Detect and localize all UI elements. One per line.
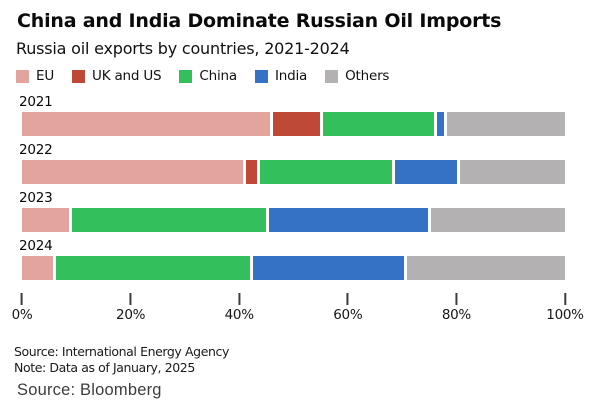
bar-segment-china-2023 [72, 208, 267, 232]
tick-mark [564, 293, 566, 305]
bar-segment-eu-2022 [22, 160, 243, 184]
tick-mark [129, 293, 132, 305]
tick-label: 20% [116, 307, 146, 323]
source-line: Source: International Energy Agency [14, 344, 229, 359]
bar-segment-china-2022 [260, 160, 393, 184]
bar-segment-india-2023 [269, 208, 428, 232]
legend-item-others: Others [325, 68, 389, 84]
note-line: Note: Data as of January, 2025 [14, 359, 195, 375]
legend-swatch-china [179, 69, 193, 83]
legend-label-china: China [199, 68, 237, 84]
x-axis-tick-80-: 80% [442, 293, 471, 323]
tick-label: 100% [546, 307, 584, 323]
x-axis-tick-60-: 60% [333, 293, 363, 323]
bar-row-label-2021: 2021 [19, 94, 53, 110]
chart-title: China and India Dominate Russian Oil Imp… [17, 10, 502, 32]
legend-swatch-uk-and-us [72, 69, 86, 83]
x-axis-tick-0-: 0% [12, 293, 33, 323]
bar-segment-india-2022 [395, 160, 458, 184]
chart-subtitle: Russia oil exports by countries, 2021-20… [16, 39, 350, 58]
tick-label: 0% [11, 307, 33, 323]
stacked-bar-2022 [22, 160, 565, 184]
stacked-bar-2021 [22, 112, 566, 136]
legend-label-uk-and-us: UK and US [92, 68, 162, 84]
bar-segment-uk-and-us-2021 [273, 112, 321, 136]
legend-label-india: India [274, 68, 308, 84]
tick-mark [346, 293, 349, 305]
legend-item-india: India [254, 68, 308, 84]
bar-segment-eu-2021 [22, 112, 271, 136]
bar-segment-eu-2023 [22, 208, 70, 232]
bar-segment-others-2023 [430, 208, 565, 232]
legend-label-others: Others [345, 68, 390, 84]
x-axis-tick-20-: 20% [116, 293, 145, 323]
tick-mark [455, 293, 458, 305]
tick-mark [238, 293, 241, 305]
bar-row-2021: 2021 [19, 94, 566, 136]
legend-swatch-others [325, 69, 339, 83]
legend-item-china: China [179, 68, 237, 84]
tick-label: 40% [224, 307, 254, 323]
bar-segment-india-2021 [436, 112, 445, 136]
bar-row-2023: 2023 [19, 190, 565, 232]
tick-label: 80% [441, 307, 471, 323]
bar-segment-uk-and-us-2022 [245, 160, 258, 184]
bar-segment-others-2024 [406, 256, 565, 280]
legend-swatch-eu [16, 69, 29, 83]
bloomberg-source-line: Source: Bloomberg [17, 381, 162, 399]
legend-swatch-india [254, 69, 268, 83]
plot-area: 2021 2022 2023 2024 0% 20% 40% 60% 80% 100% [12, 94, 584, 325]
legend-item-eu: EU [16, 68, 54, 84]
bar-segment-eu-2024 [22, 256, 53, 280]
bar-row-2022: 2022 [19, 142, 565, 184]
stacked-bar-2023 [22, 208, 565, 232]
bar-row-label-2022: 2022 [19, 142, 53, 158]
x-axis-tick-40-: 40% [225, 293, 254, 323]
legend-item-uk-and-us: UK and US [72, 68, 162, 84]
footer: Source: International Energy Agency Note… [14, 344, 600, 400]
bar-row-label-2023: 2023 [19, 190, 53, 206]
bar-segment-india-2024 [252, 256, 404, 280]
tick-label: 60% [333, 307, 363, 323]
bar-row-label-2024: 2024 [19, 238, 53, 254]
bar-segment-others-2021 [447, 112, 566, 136]
x-axis: 0% 20% 40% 60% 80% 100% [12, 293, 584, 325]
tick-mark [20, 293, 23, 305]
legend: EU UK and US China India Others [16, 68, 600, 84]
x-axis-tick-100-: 100% [546, 293, 584, 323]
legend-label-eu: EU [36, 68, 55, 84]
bar-segment-others-2022 [460, 160, 565, 184]
bar-segment-china-2024 [55, 256, 250, 280]
stacked-bar-2024 [22, 256, 565, 280]
bar-segment-china-2021 [323, 112, 434, 136]
bar-row-2024: 2024 [19, 238, 565, 280]
